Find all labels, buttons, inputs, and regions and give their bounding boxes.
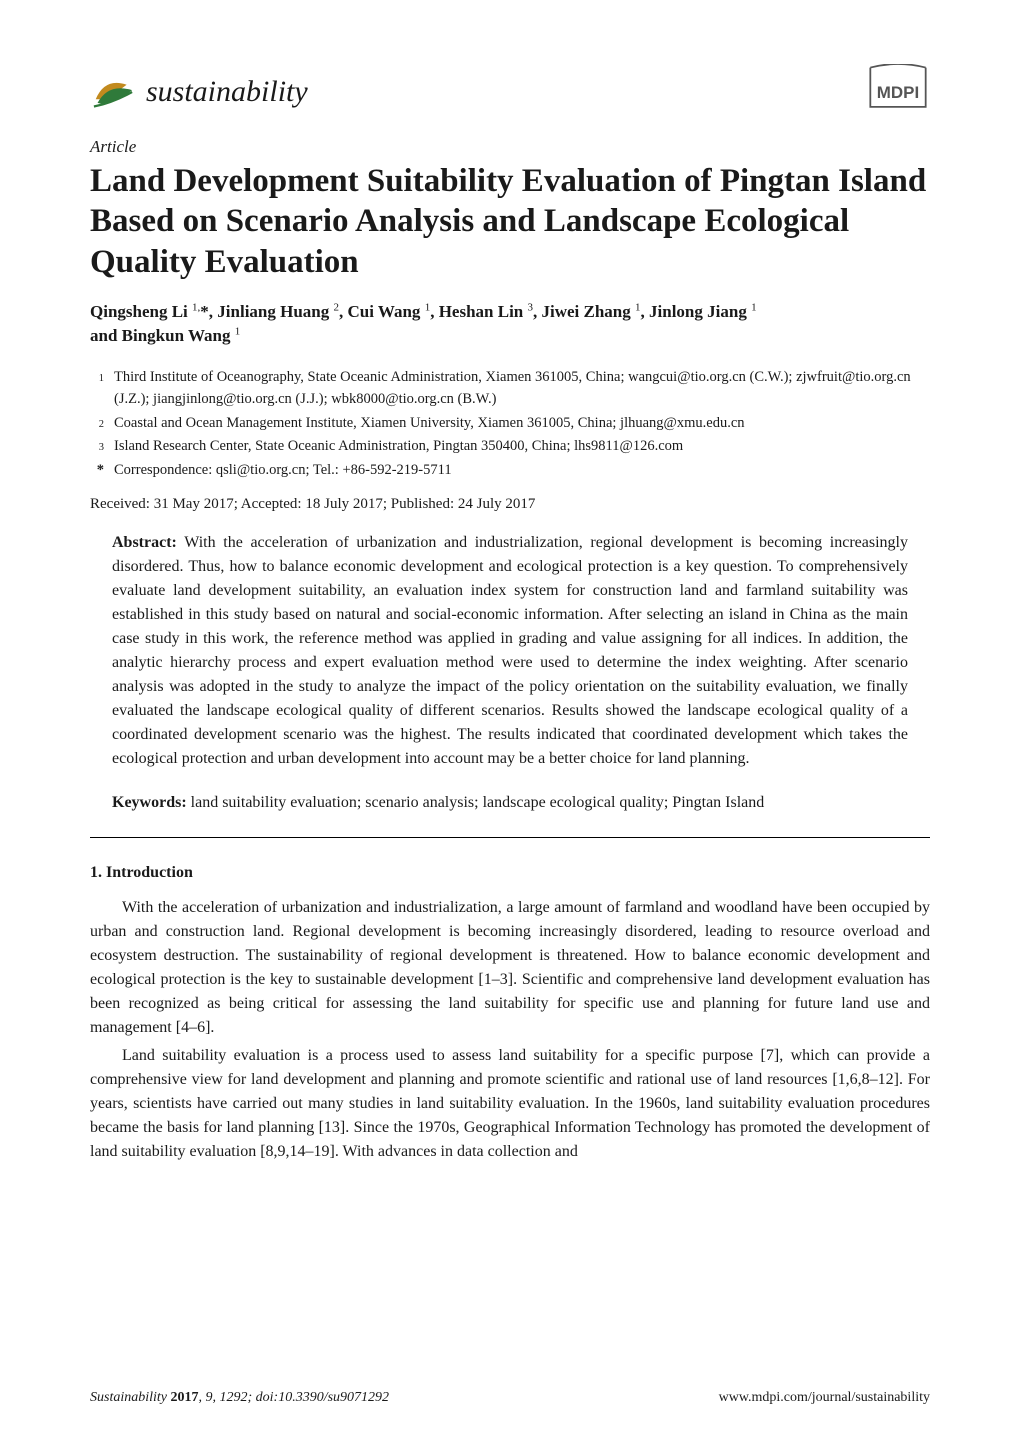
keywords: Keywords: land suitability evaluation; s… — [90, 791, 930, 815]
affiliation-number: 1 — [90, 367, 104, 411]
abstract: Abstract: With the acceleration of urban… — [90, 531, 930, 771]
header-row: sustainability MDPI — [90, 64, 930, 119]
keywords-text: land suitability evaluation; scenario an… — [187, 794, 765, 811]
body-paragraph: With the acceleration of urbanization an… — [90, 896, 930, 1040]
journal-logo: sustainability — [90, 72, 308, 112]
article-title: Land Development Suitability Evaluation … — [90, 161, 930, 282]
affiliation-text: Coastal and Ocean Management Institute, … — [114, 413, 745, 435]
footer-year: 2017 — [171, 1390, 199, 1405]
correspondence-text: Correspondence: qsli@tio.org.cn; Tel.: +… — [114, 460, 452, 482]
affiliation-row: 3 Island Research Center, State Oceanic … — [90, 436, 930, 458]
footer-left: Sustainability 2017, 9, 1292; doi:10.339… — [90, 1390, 389, 1406]
footer-right: www.mdpi.com/journal/sustainability — [719, 1390, 930, 1406]
article-type-label: Article — [90, 137, 930, 157]
affiliation-number: 3 — [90, 436, 104, 458]
affiliations: 1 Third Institute of Oceanography, State… — [90, 367, 930, 482]
section-heading: 1. Introduction — [90, 864, 930, 882]
keywords-label: Keywords: — [112, 794, 187, 811]
page-footer: Sustainability 2017, 9, 1292; doi:10.339… — [90, 1390, 930, 1406]
dates-line: Received: 31 May 2017; Accepted: 18 July… — [90, 496, 930, 513]
divider — [90, 837, 930, 838]
page: sustainability MDPI Article Land Develop… — [0, 0, 1020, 1442]
body-paragraph: Land suitability evaluation is a process… — [90, 1044, 930, 1164]
abstract-label: Abstract: — [112, 534, 177, 551]
affiliation-text: Island Research Center, State Oceanic Ad… — [114, 436, 683, 458]
affiliation-text: Third Institute of Oceanography, State O… — [114, 367, 930, 411]
sustainability-leaf-icon — [90, 72, 136, 112]
authors-line-2: and Bingkun Wang 1 — [90, 326, 240, 345]
footer-journal: Sustainability — [90, 1390, 171, 1405]
abstract-text: With the acceleration of urbanization an… — [112, 534, 908, 767]
mdpi-icon: MDPI — [866, 64, 930, 114]
authors-line-1: Qingsheng Li 1,*, Jinliang Huang 2, Cui … — [90, 302, 757, 321]
affiliation-row: 1 Third Institute of Oceanography, State… — [90, 367, 930, 411]
authors: Qingsheng Li 1,*, Jinliang Huang 2, Cui … — [90, 300, 930, 349]
affiliation-row: 2 Coastal and Ocean Management Institute… — [90, 413, 930, 435]
footer-citation: , 9, 1292; doi:10.3390/su9071292 — [199, 1390, 390, 1405]
correspondence-row: * Correspondence: qsli@tio.org.cn; Tel.:… — [90, 460, 930, 482]
journal-name: sustainability — [146, 75, 308, 109]
affiliation-number: 2 — [90, 413, 104, 435]
publisher-logo: MDPI — [866, 64, 930, 119]
correspondence-star: * — [90, 460, 104, 482]
svg-text:MDPI: MDPI — [877, 83, 919, 102]
